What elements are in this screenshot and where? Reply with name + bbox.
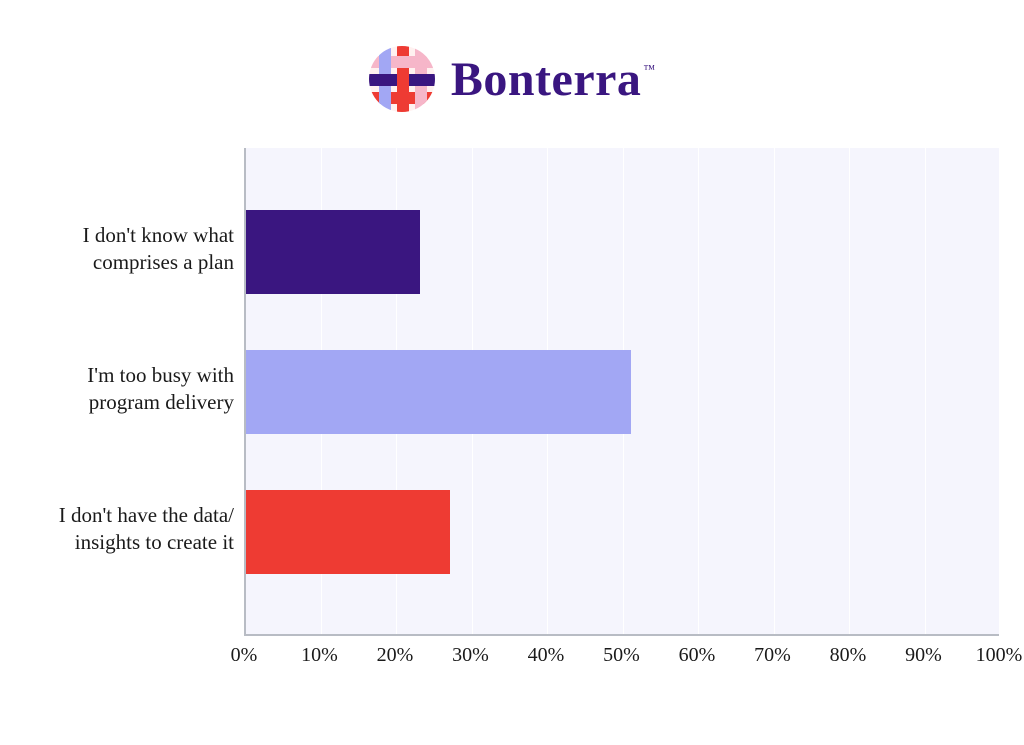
bar	[246, 490, 450, 574]
x-tick-label: 40%	[528, 644, 565, 667]
x-tick-label: 30%	[452, 644, 489, 667]
brand-wordmark: Bonterra™	[451, 52, 655, 107]
x-tick-label: 50%	[603, 644, 640, 667]
brand-tm: ™	[643, 62, 655, 76]
x-tick-label: 80%	[830, 644, 867, 667]
brand-header: Bonterra™	[0, 46, 1024, 112]
gridline	[774, 148, 775, 634]
bar-chart: I don't know what comprises a plan I'm t…	[34, 148, 999, 668]
page-root: Bonterra™ I don't know what comprises a …	[0, 0, 1024, 745]
x-tick-label: 20%	[377, 644, 414, 667]
category-label: I don't know what comprises a plan	[34, 222, 234, 277]
brand-name: Bonterra	[451, 53, 642, 106]
x-axis-ticks: 0%10%20%30%40%50%60%70%80%90%100%	[244, 644, 999, 668]
x-tick-label: 10%	[301, 644, 338, 667]
bar	[246, 350, 631, 434]
gridline	[925, 148, 926, 634]
category-label: I'm too busy with program delivery	[34, 362, 234, 417]
label-line: I'm too busy with	[87, 363, 234, 387]
y-axis-labels: I don't know what comprises a plan I'm t…	[34, 148, 234, 636]
x-tick-label: 100%	[976, 644, 1023, 667]
x-tick-label: 90%	[905, 644, 942, 667]
gridline	[849, 148, 850, 634]
bar	[246, 210, 420, 294]
x-tick-label: 70%	[754, 644, 791, 667]
label-line: I don't know what	[83, 223, 234, 247]
x-tick-label: 0%	[231, 644, 258, 667]
plot-area	[244, 148, 999, 636]
brand-logo-icon	[369, 46, 435, 112]
label-line: comprises a plan	[93, 250, 234, 274]
gridline	[1000, 148, 1001, 634]
label-line: I don't have the data/	[59, 503, 234, 527]
x-tick-label: 60%	[679, 644, 716, 667]
label-line: program delivery	[89, 390, 234, 414]
category-label: I don't have the data/ insights to creat…	[34, 502, 234, 557]
label-line: insights to create it	[75, 530, 234, 554]
gridline	[698, 148, 699, 634]
